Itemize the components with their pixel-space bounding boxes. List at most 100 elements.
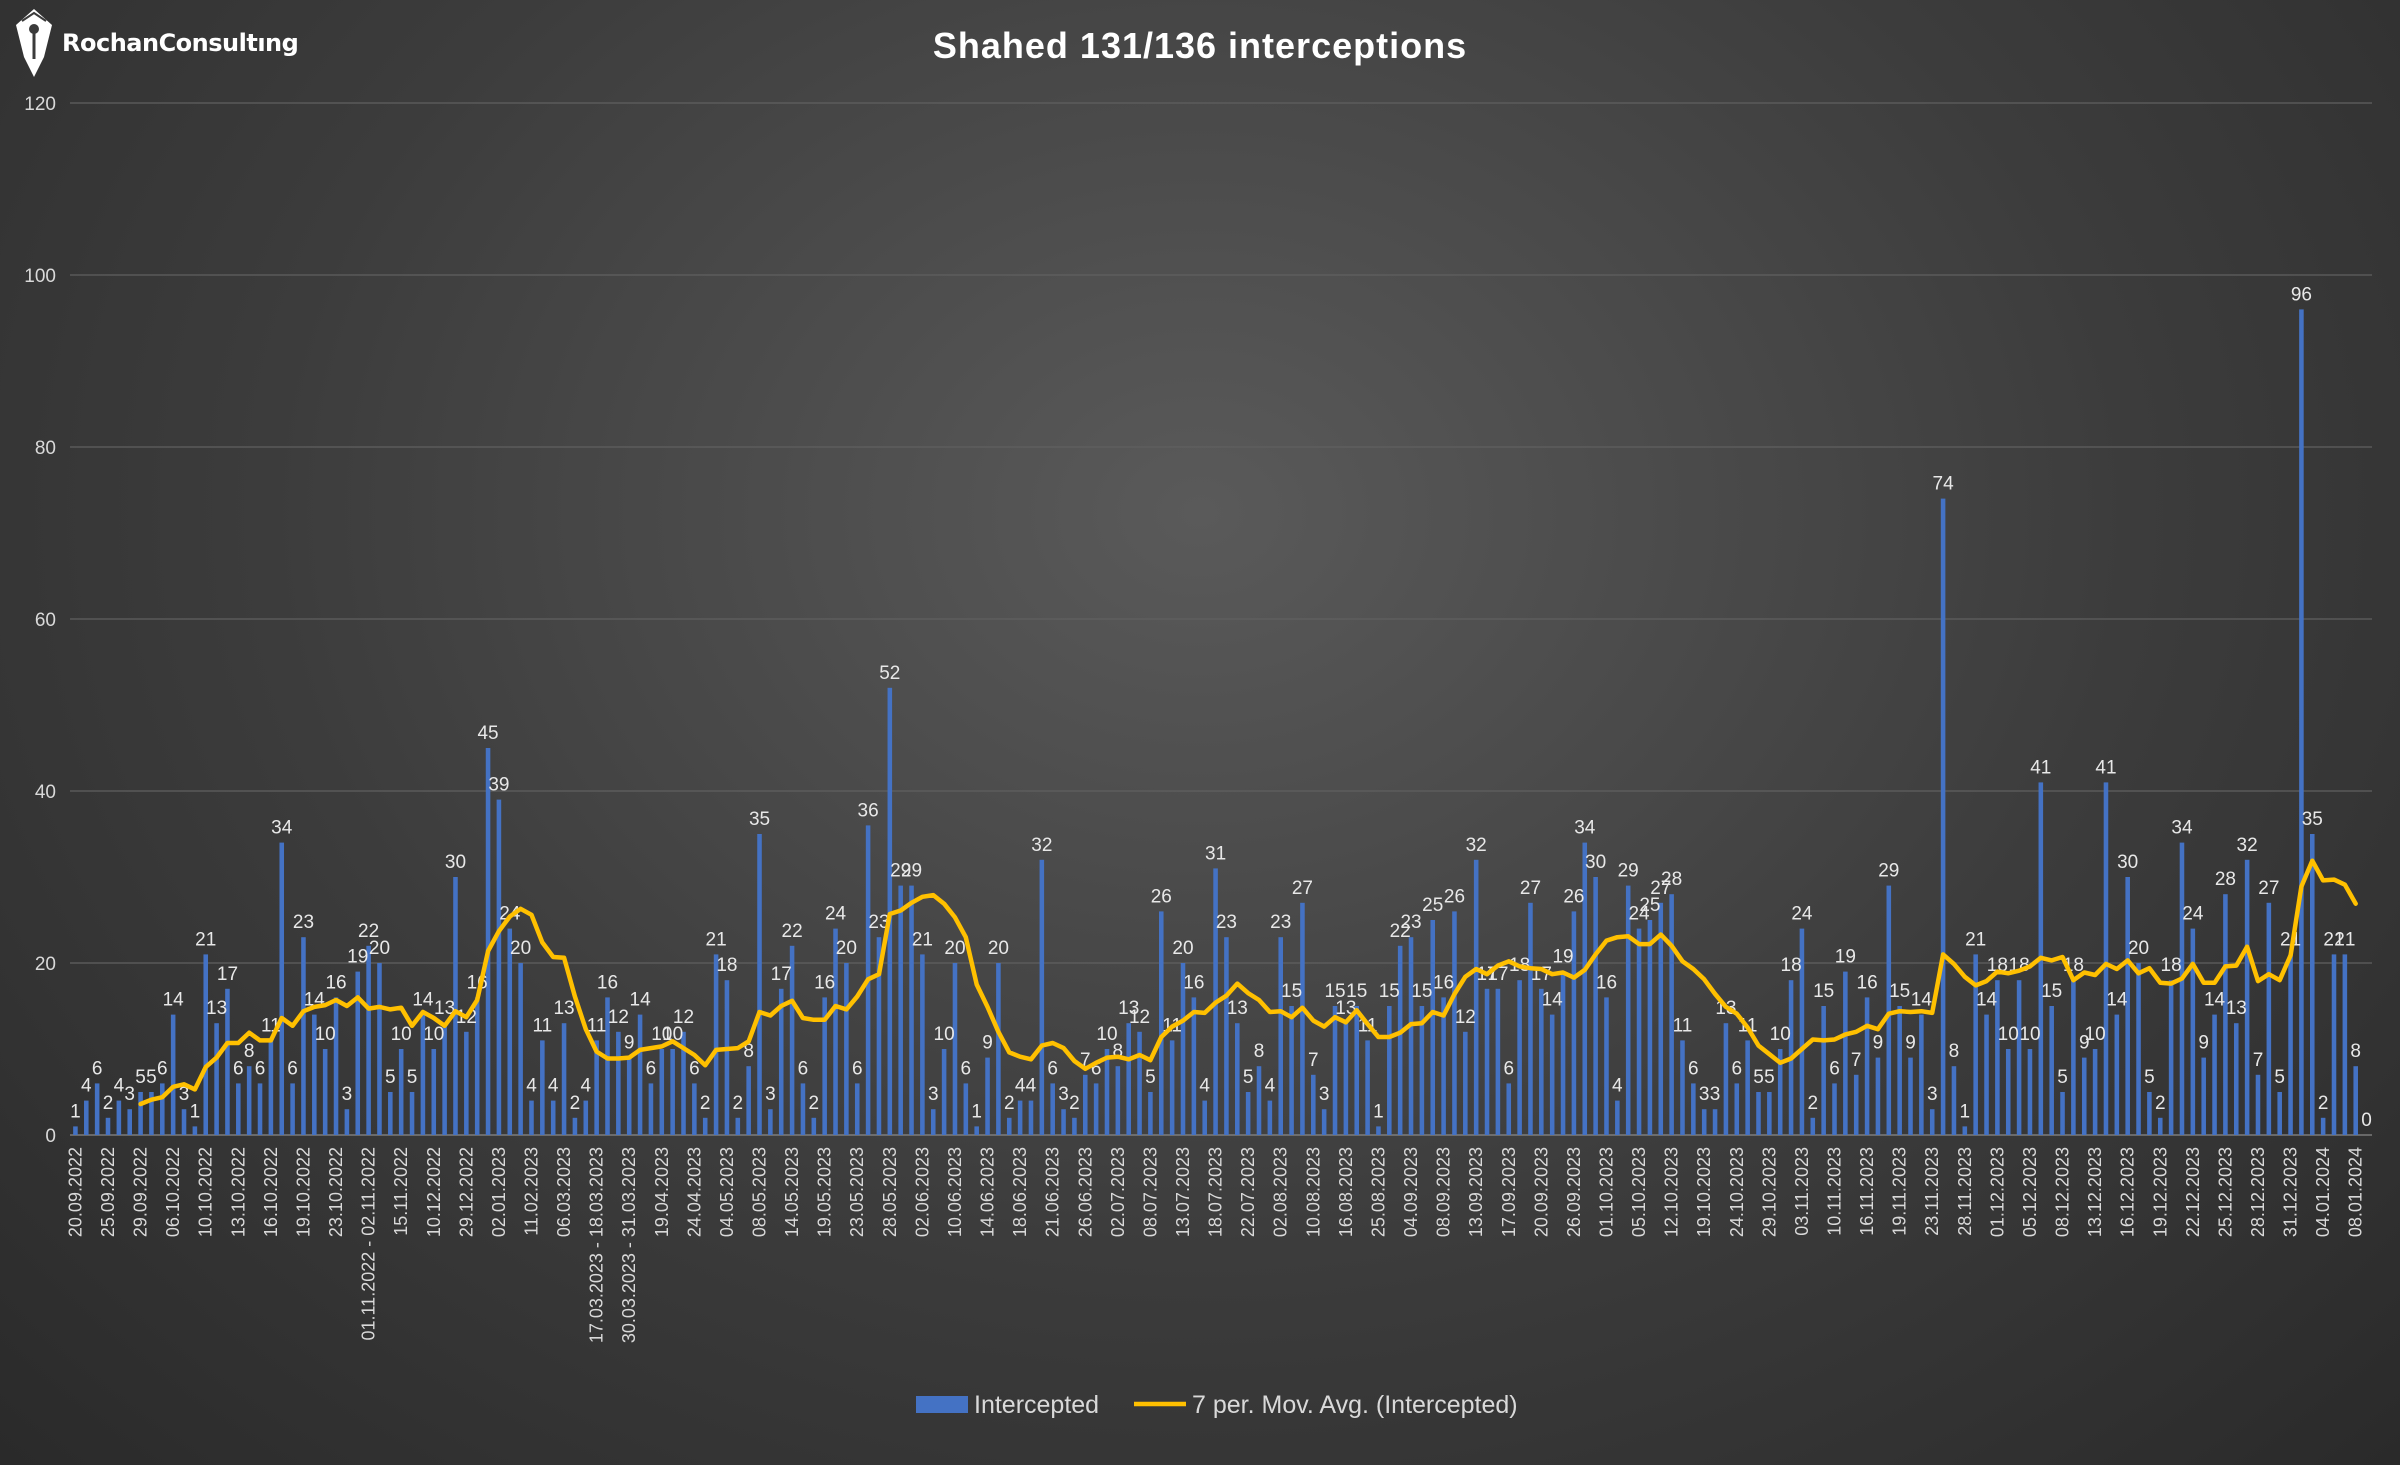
moving-average-line (138, 858, 2358, 1107)
bar-80 (941, 1049, 947, 1135)
bar-190 (2136, 963, 2141, 1135)
bar-85 (996, 963, 1001, 1135)
data-label-208: 21 (2323, 929, 2344, 950)
data-label-27: 22 (358, 921, 379, 942)
data-label-49: 16 (597, 972, 618, 993)
bar-50 (616, 1031, 621, 1135)
bar-65 (778, 988, 784, 1135)
bar-104 (1202, 1100, 1207, 1135)
data-label-174: 1 (1960, 1101, 1971, 1122)
bar-106 (1224, 937, 1229, 1135)
x-axis: 20.09.2022 25.09.2022 29.09.2022 06.10.2022… (65, 1147, 2365, 1343)
bar-0 (73, 1126, 78, 1135)
data-label-65: 17 (771, 964, 792, 985)
bar-93 (1082, 1074, 1088, 1135)
bar-125 (1430, 920, 1436, 1135)
data-label-80: 10 (934, 1024, 955, 1045)
data-label-66: 22 (782, 921, 803, 942)
bar-27 (366, 945, 371, 1135)
data-label-93: 7 (1080, 1050, 1091, 1071)
data-label-181: 41 (2030, 757, 2051, 778)
data-label-86: 2 (1004, 1093, 1015, 1114)
bar-13 (214, 1023, 219, 1135)
bar-37 (474, 997, 480, 1135)
pen-nib-icon (16, 9, 52, 77)
data-label-67: 6 (798, 1058, 809, 1079)
bar-2 (94, 1083, 100, 1135)
data-label-140: 30 (1585, 852, 1606, 873)
data-label-129: 32 (1466, 835, 1487, 856)
x-tick-label-57: 24.04.2023 (684, 1147, 704, 1237)
bar-178 (2005, 1049, 2011, 1135)
bar-89 (1039, 859, 1045, 1135)
x-tick-label-18: 16.10.2022 (261, 1147, 281, 1237)
data-label-163: 19 (1835, 947, 1856, 968)
bar-14 (225, 988, 230, 1135)
x-tick-label-114: 10.08.2023 (1303, 1147, 1323, 1237)
bar-174 (1962, 1126, 1968, 1135)
bar-138 (1571, 911, 1577, 1135)
data-label-30: 10 (391, 1024, 412, 1045)
x-tick-label-45: 06.03.2023 (554, 1147, 574, 1237)
data-label-123: 23 (1400, 912, 1421, 933)
data-label-90: 6 (1047, 1058, 1058, 1079)
bar-151 (1712, 1109, 1718, 1135)
x-tick-label-78: 02.06.2023 (912, 1147, 932, 1237)
x-tick-label-204: 31.12.2023 (2281, 1147, 2301, 1237)
bar-167 (1886, 885, 1892, 1135)
bar-56 (681, 1031, 686, 1135)
data-label-138: 26 (1563, 886, 1584, 907)
data-label-183: 5 (2057, 1067, 2068, 1088)
bar-82 (963, 1083, 969, 1135)
data-label-102: 20 (1172, 938, 1193, 959)
bar-74 (876, 937, 882, 1135)
data-label-73: 36 (858, 800, 879, 821)
data-label-16: 8 (244, 1041, 255, 1062)
bar-6 (138, 1092, 143, 1135)
data-label-58: 2 (700, 1093, 711, 1114)
bar-23 (322, 1049, 328, 1135)
bar-129 (1473, 859, 1479, 1135)
y-tick-label-0: 0 (45, 1126, 56, 1147)
y-axis: 0 20 40 60 80 100 120 (24, 94, 56, 1147)
data-label-51: 9 (624, 1033, 635, 1054)
data-label-190: 20 (2128, 938, 2149, 959)
x-tick-label-96: 02.07.2023 (1108, 1147, 1128, 1237)
legend-label-intercepted: Intercepted (974, 1391, 1099, 1419)
data-label-61: 2 (733, 1093, 744, 1114)
x-tick-label-174: 28.11.2023 (1955, 1147, 1975, 1236)
data-label-70: 24 (825, 904, 847, 925)
bar-139 (1582, 842, 1588, 1135)
x-tick-label-30: 15.11.2022 (391, 1147, 411, 1236)
bar-132 (1506, 1083, 1512, 1135)
bar-112 (1289, 1006, 1294, 1135)
bar-154 (1745, 1040, 1750, 1135)
x-tick-label-21: 19.10.2022 (293, 1147, 313, 1237)
data-label-187: 41 (2095, 757, 2116, 778)
bar-47 (583, 1100, 589, 1135)
bar-110 (1267, 1100, 1273, 1135)
bar-35 (453, 877, 458, 1135)
data-label-182: 15 (2041, 981, 2062, 1002)
data-label-81: 20 (944, 938, 965, 959)
data-label-114: 7 (1308, 1050, 1319, 1071)
data-label-23: 10 (315, 1024, 336, 1045)
data-label-150: 3 (1699, 1084, 1710, 1105)
bar-102 (1180, 963, 1186, 1135)
bar-136 (1549, 1014, 1555, 1135)
data-label-108: 5 (1243, 1067, 1254, 1088)
bar-94 (1093, 1083, 1099, 1135)
data-label-95: 10 (1096, 1024, 1117, 1045)
legend-label-moving-average: 7 per. Mov. Avg. (Intercepted) (1192, 1391, 1518, 1419)
bar-143 (1625, 885, 1631, 1135)
bar-9 (170, 1014, 176, 1135)
x-tick-label-111: 02.08.2023 (1271, 1147, 1291, 1237)
x-tick-label-168: 19.11.2023 (1890, 1147, 1910, 1236)
data-label-178: 10 (1998, 1024, 2019, 1045)
bar-148 (1680, 1040, 1685, 1135)
bar-157 (1777, 1049, 1783, 1135)
bar-1 (84, 1100, 89, 1135)
x-tick-label-0: 20.09.2022 (65, 1147, 85, 1237)
bar-186 (2092, 1049, 2098, 1135)
data-label-144: 24 (1628, 904, 1650, 925)
